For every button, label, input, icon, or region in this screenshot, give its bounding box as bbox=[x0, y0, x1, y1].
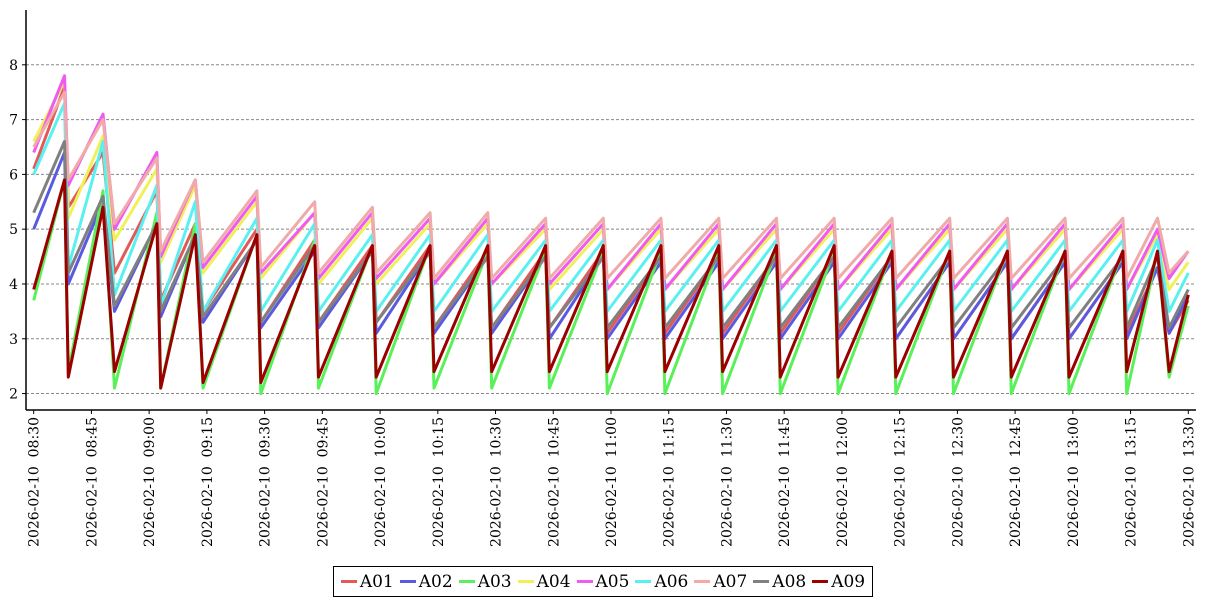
y-tick-label: 8 bbox=[9, 58, 18, 74]
y-tick-label: 5 bbox=[9, 222, 18, 238]
x-tick-label: 2026-02-10 11:30 bbox=[719, 417, 735, 547]
legend-item-a01: A01 bbox=[340, 571, 394, 592]
x-tick-label: 2026-02-10 09:15 bbox=[200, 417, 216, 547]
legend-swatch bbox=[635, 580, 652, 583]
x-tick-label: 2026-02-10 12:00 bbox=[835, 417, 851, 547]
series-line-a06 bbox=[32, 101, 1190, 313]
x-tick-label: 2026-02-10 10:45 bbox=[546, 417, 562, 547]
x-tick-label: 2026-02-10 12:15 bbox=[893, 417, 909, 547]
series-line-a09 bbox=[32, 178, 1190, 390]
legend-swatch bbox=[340, 580, 357, 583]
x-tick-label: 2026-02-10 13:30 bbox=[1181, 417, 1197, 547]
x-tick-label: 2026-02-10 08:45 bbox=[84, 417, 100, 547]
legend-item-a04: A04 bbox=[517, 571, 571, 592]
legend-label: A06 bbox=[654, 571, 689, 592]
legend-swatch bbox=[517, 580, 534, 583]
x-tick-label: 2026-02-10 10:15 bbox=[431, 417, 447, 547]
x-tick-labels: 2026-02-10 08:30 2026-02-10 08:45 2026-02-… bbox=[27, 410, 1197, 547]
legend-item-a09: A09 bbox=[812, 572, 865, 592]
legend-label: A08 bbox=[772, 571, 807, 592]
legend-swatch bbox=[812, 580, 829, 583]
y-tick-label: 7 bbox=[9, 113, 18, 129]
y-tick-label: 2 bbox=[9, 387, 18, 403]
legend: A01 A02 A03 A04 A05 A06 A07 A08 A09 bbox=[333, 566, 873, 597]
x-tick-label: 2026-02-10 12:45 bbox=[1008, 417, 1024, 547]
y-tick-label: 4 bbox=[9, 277, 18, 293]
y-tick-label: 6 bbox=[9, 167, 18, 183]
legend-swatch bbox=[399, 580, 416, 583]
x-tick-label: 2026-02-10 09:30 bbox=[258, 417, 274, 547]
series-lines bbox=[32, 74, 1190, 396]
legend-label: A03 bbox=[477, 571, 512, 592]
legend-item-a05: A05 bbox=[576, 571, 630, 592]
x-tick-label: 2026-02-10 11:00 bbox=[604, 417, 620, 547]
x-tick-label: 2026-02-10 09:00 bbox=[142, 417, 158, 547]
legend-label: A05 bbox=[595, 571, 630, 592]
legend-label: A07 bbox=[713, 571, 748, 592]
legend-swatch bbox=[753, 580, 770, 583]
x-tick-label: 2026-02-10 11:15 bbox=[662, 417, 678, 547]
legend-item-a02: A02 bbox=[399, 571, 453, 592]
x-tick-label: 2026-02-10 11:45 bbox=[777, 417, 793, 547]
series-line-a07 bbox=[32, 90, 1190, 280]
legend-swatch bbox=[694, 580, 711, 583]
legend-label: A04 bbox=[536, 571, 571, 592]
x-tick-label: 2026-02-10 10:30 bbox=[489, 417, 505, 547]
legend-item-a07: A07 bbox=[694, 572, 747, 592]
x-tick-label: 2026-02-10 09:45 bbox=[315, 417, 331, 547]
x-tick-label: 2026-02-10 13:15 bbox=[1124, 417, 1140, 547]
legend-label: A01 bbox=[359, 571, 394, 592]
legend-label: A09 bbox=[831, 571, 866, 592]
x-tick-label: 2026-02-10 10:00 bbox=[373, 417, 389, 547]
x-tick-label: 2026-02-10 12:30 bbox=[950, 417, 966, 547]
series-line-a08 bbox=[32, 140, 1190, 330]
x-tick-label: 2026-02-10 13:00 bbox=[1066, 417, 1082, 547]
legend-item-a06: A06 bbox=[635, 572, 688, 592]
series-line-a01 bbox=[32, 85, 1190, 341]
legend-swatch bbox=[576, 580, 593, 583]
legend-item-a08: A08 bbox=[753, 572, 806, 592]
y-tick-label: 3 bbox=[9, 332, 18, 348]
legend-item-a03: A03 bbox=[458, 571, 512, 592]
legend-label: A02 bbox=[418, 571, 453, 592]
x-tick-label: 2026-02-10 08:30 bbox=[27, 417, 43, 547]
y-tick-labels: 2 3 4 5 6 7 8 bbox=[9, 58, 26, 403]
legend-swatch bbox=[458, 580, 475, 583]
